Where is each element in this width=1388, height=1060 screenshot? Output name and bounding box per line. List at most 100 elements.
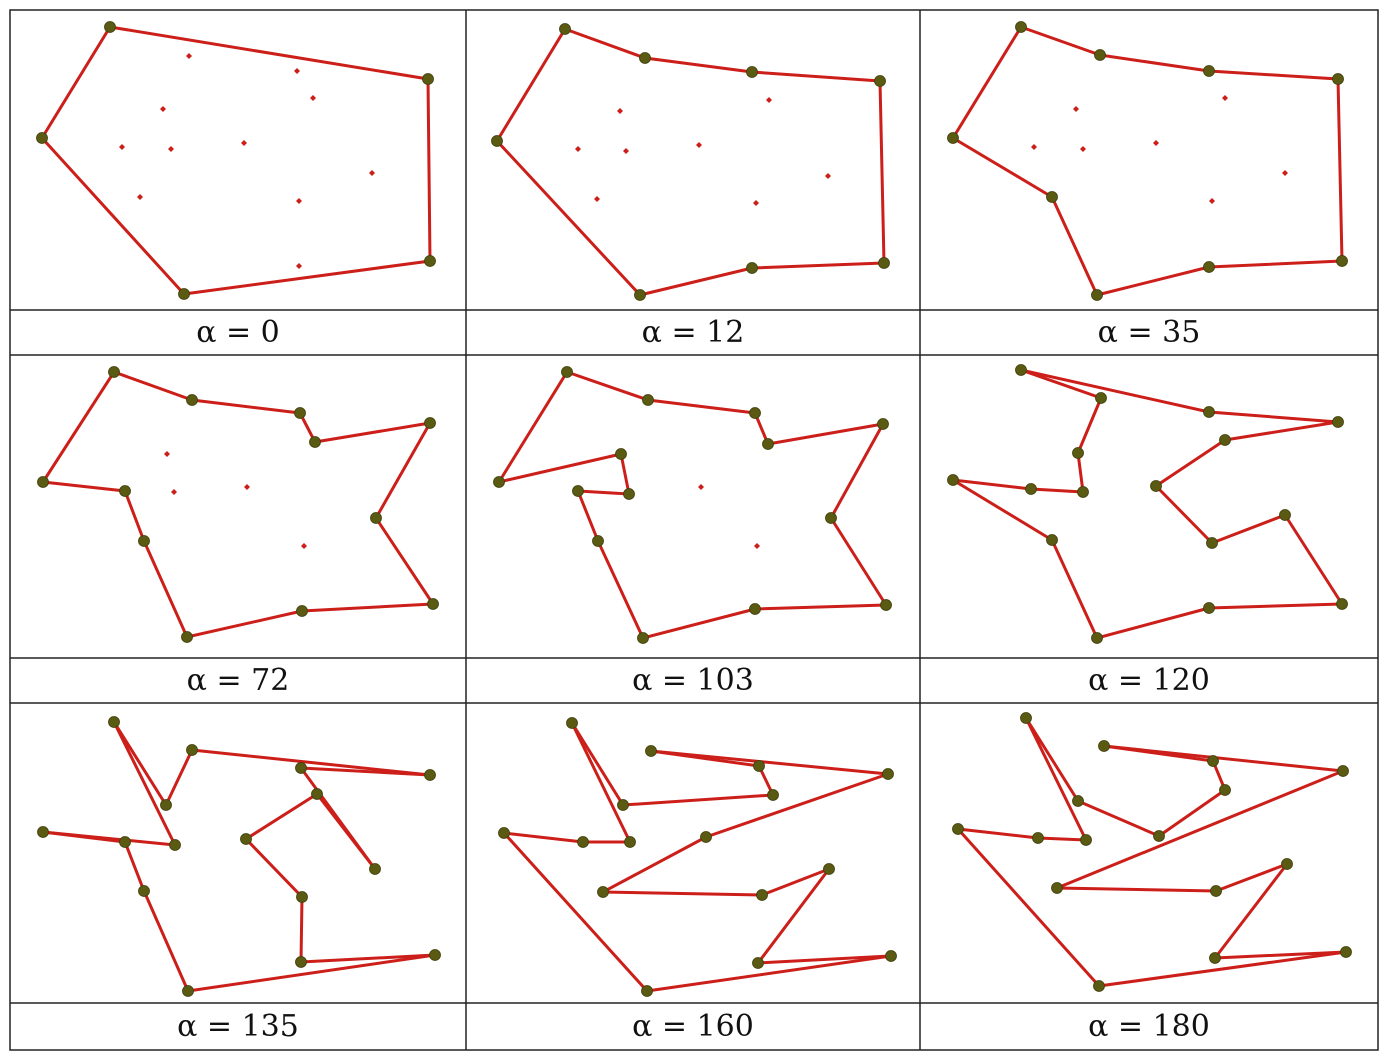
hull-vertex — [424, 769, 436, 781]
hull-edge — [112, 720, 177, 847]
hull-edge — [1154, 438, 1227, 488]
hull-edge — [1050, 195, 1099, 297]
hull-vertex — [37, 476, 49, 488]
interior-point — [594, 196, 600, 202]
hull-edge — [495, 27, 567, 143]
hull-vertex — [1219, 434, 1231, 446]
hull-vertex — [178, 288, 190, 300]
interior-point — [753, 200, 759, 206]
hull-vertex — [1094, 49, 1106, 61]
hull-vertex — [1080, 834, 1092, 846]
hull-edge — [570, 721, 625, 807]
hull-edge — [185, 609, 304, 639]
hull-edge — [750, 261, 886, 270]
hull-vertex — [1095, 392, 1107, 404]
hull-vertex — [1332, 73, 1344, 85]
hull-edge — [1050, 538, 1099, 640]
hull-edge — [1076, 451, 1085, 494]
hull-edge — [1098, 53, 1211, 73]
hull-vertex — [311, 788, 323, 800]
hull-vertex — [1336, 255, 1348, 267]
hull-vertex — [623, 488, 635, 500]
hull-edge — [601, 835, 708, 894]
hull-vertex — [752, 957, 764, 969]
hull-edge — [186, 953, 437, 993]
hull-vertex — [429, 949, 441, 961]
hull-edge — [502, 831, 585, 844]
interior-point — [696, 142, 702, 148]
hull-panel — [498, 717, 897, 997]
hull-edge — [756, 954, 893, 965]
hull-vertex — [296, 605, 308, 617]
hull-edge — [1019, 25, 1102, 57]
interior-point — [301, 543, 307, 549]
interior-point — [244, 484, 250, 490]
hull-edge — [641, 607, 757, 640]
hull-vertex — [1098, 740, 1110, 752]
hull-vertex — [1207, 755, 1219, 767]
interior-point — [137, 194, 143, 200]
hull-vertex — [947, 474, 959, 486]
hull-vertex — [1032, 832, 1044, 844]
hull-edge — [829, 516, 888, 607]
hull-vertex — [615, 448, 627, 460]
hull-vertex — [1020, 712, 1032, 724]
hull-panel — [947, 21, 1348, 301]
alpha-caption: α = 160 — [632, 1009, 754, 1044]
hull-edge — [1207, 259, 1344, 269]
hull-vertex — [634, 289, 646, 301]
interior-point — [168, 146, 174, 152]
hull-vertex — [1091, 632, 1103, 644]
hull-edge — [123, 489, 146, 543]
interior-point — [119, 144, 125, 150]
hull-edge — [750, 70, 882, 83]
hull-vertex — [1279, 509, 1291, 521]
interior-point — [1222, 95, 1228, 101]
hull-edge — [878, 79, 886, 265]
hull-vertex — [104, 21, 116, 33]
hull-vertex — [639, 52, 651, 64]
hull-vertex — [369, 863, 381, 875]
hull-vertex — [160, 799, 172, 811]
hull-edge — [1036, 836, 1088, 842]
interior-point — [241, 140, 247, 146]
hull-vertex — [182, 985, 194, 997]
hull-vertex — [1281, 858, 1293, 870]
hull-vertex — [138, 535, 150, 547]
hull-edge — [123, 840, 146, 893]
interior-point — [1080, 146, 1086, 152]
hull-edge — [1029, 487, 1085, 494]
hull-edge — [760, 867, 831, 897]
hull-edge — [300, 602, 435, 613]
hull-vertex — [597, 886, 609, 898]
hull-vertex — [1206, 537, 1218, 549]
hull-vertex — [1203, 406, 1215, 418]
hull-vertex — [572, 485, 584, 497]
hull-vertex — [240, 833, 252, 845]
hull-vertex — [877, 418, 889, 430]
hull-edge — [1024, 716, 1080, 803]
hull-edge — [190, 398, 302, 415]
interior-point — [766, 97, 772, 103]
hull-edge — [41, 480, 127, 493]
hull-vertex — [427, 598, 439, 610]
interior-point — [1282, 170, 1288, 176]
hull-vertex — [1072, 795, 1084, 807]
hull-edge — [643, 56, 754, 74]
hull-vertex — [1337, 765, 1349, 777]
hull-vertex — [762, 438, 774, 450]
hull-edge — [142, 889, 190, 993]
hull-edge — [1207, 602, 1344, 610]
hull-edge — [1207, 410, 1340, 424]
interior-point — [575, 146, 581, 152]
hull-edge — [1095, 606, 1211, 640]
hull-edge — [41, 370, 116, 484]
hull-vertex — [577, 836, 589, 848]
interior-point — [1209, 198, 1215, 204]
interior-point — [296, 198, 302, 204]
hull-edge — [502, 831, 649, 993]
hull-vertex — [1209, 952, 1221, 964]
hull-vertex — [885, 950, 897, 962]
hull-edge — [951, 478, 1033, 491]
hull-edge — [638, 266, 754, 297]
